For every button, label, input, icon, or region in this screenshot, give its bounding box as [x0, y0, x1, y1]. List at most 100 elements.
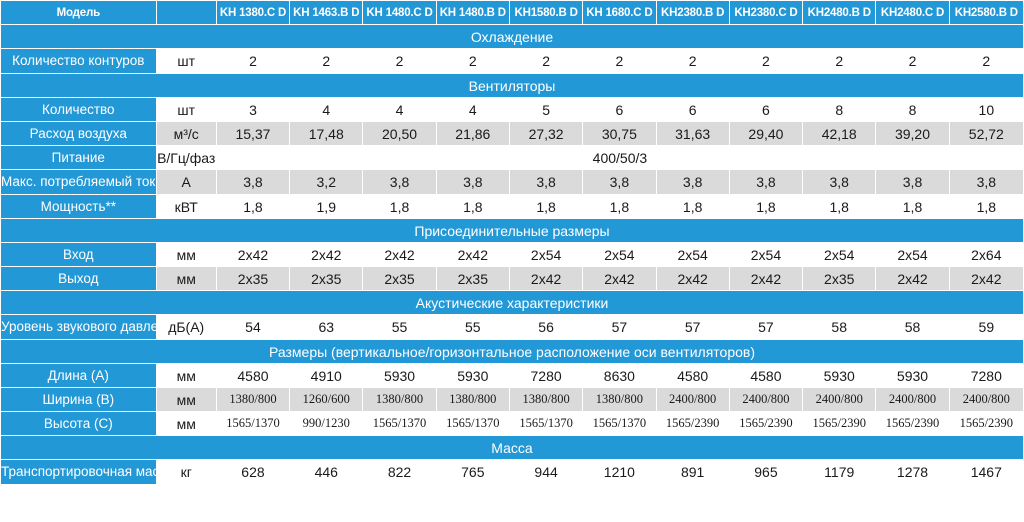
row-value: 2400/800	[655, 387, 730, 412]
row-value: 1565/1370	[582, 411, 657, 436]
row-value: 2x35	[802, 266, 877, 291]
row-label: Выход	[0, 266, 157, 291]
row-value: 446	[289, 459, 364, 485]
row-unit: шт	[155, 48, 217, 74]
row-value: 2x54	[582, 242, 657, 267]
row-value: 52,72	[948, 121, 1024, 146]
row-value: 1380/800	[508, 387, 584, 412]
row-value: 2x54	[802, 242, 877, 267]
row-value: 27,32	[508, 121, 584, 146]
row-value: 1565/2390	[802, 411, 877, 436]
row-value: 55	[435, 314, 510, 340]
row-value: 10	[948, 97, 1024, 122]
row-value: 4910	[289, 363, 364, 388]
row-value: 822	[362, 459, 437, 485]
row-value: 4580	[215, 363, 291, 388]
section-title: Присоединительные размеры	[0, 218, 1024, 243]
table-row: Выход мм 2x35 2x35 2x35 2x35 2x42 2x42 2x42 2x42 2…	[0, 266, 1024, 291]
row-value: 2	[802, 48, 877, 74]
section-row: Охлаждение	[0, 24, 1024, 49]
row-value: 3,8	[362, 169, 437, 195]
section-row: Присоединительные размеры	[0, 218, 1024, 243]
row-value: 42,18	[802, 121, 877, 146]
row-label: Транспортировочная масса	[0, 459, 157, 485]
model-header: KH2380.C D	[728, 0, 804, 25]
model-header: KH2480.C D	[875, 0, 950, 25]
section-title: Охлаждение	[0, 24, 1024, 49]
row-value: 57	[582, 314, 657, 340]
table-row: Ширина (В) мм 1380/800 1260/600 1380/800 1380…	[0, 387, 1024, 412]
row-value: 2	[655, 48, 730, 74]
row-value: 2x42	[362, 242, 437, 267]
row-value: 1,9	[289, 194, 364, 219]
model-header: KH 1463.B D	[289, 0, 364, 25]
model-header: KH1580.B D	[508, 0, 584, 25]
row-value: 3,8	[215, 169, 291, 195]
row-value: 2	[508, 48, 584, 74]
table-row: Расход воздуха м³/с 15,37 17,48 20,50 21,86 27…	[0, 121, 1024, 146]
row-value: 2x54	[728, 242, 804, 267]
section-title: Масса	[0, 435, 1024, 460]
row-value: 1,8	[362, 194, 437, 219]
row-value: 4580	[728, 363, 804, 388]
row-value: 1260/600	[289, 387, 364, 412]
row-value: 55	[362, 314, 437, 340]
table-row: Высота (С) мм 1565/1370 990/1230 1565/1370 15…	[0, 411, 1024, 436]
row-value: 2	[435, 48, 510, 74]
row-value: 21,86	[435, 121, 510, 146]
row-value: 3,8	[875, 169, 950, 195]
row-value: 7280	[948, 363, 1024, 388]
row-value: 57	[655, 314, 730, 340]
row-value: 2	[362, 48, 437, 74]
model-header: KH 1480.B D	[435, 0, 510, 25]
row-value: 1,8	[802, 194, 877, 219]
section-title: Размеры (вертикальное/горизонтальное рас…	[0, 339, 1024, 364]
model-header: KH 1680.C D	[582, 0, 657, 25]
row-value: 29,40	[728, 121, 804, 146]
row-unit: А	[155, 169, 217, 195]
row-value: 765	[435, 459, 510, 485]
row-value: 31,63	[655, 121, 730, 146]
row-value: 8	[802, 97, 877, 122]
row-unit: мм	[155, 266, 217, 291]
table-row: Количество контуров шт 2 2 2 2 2 2 2 2 2 2 2	[0, 48, 1024, 74]
row-value: 2x42	[508, 266, 584, 291]
row-value: 1467	[948, 459, 1024, 485]
table-row: Вход мм 2x42 2x42 2x42 2x42 2x54 2x54 2x54 2x54 2x…	[0, 242, 1024, 267]
row-value: 17,48	[289, 121, 364, 146]
model-header: KH2580.B D	[948, 0, 1024, 25]
row-value: 39,20	[875, 121, 950, 146]
row-value: 2x42	[215, 242, 291, 267]
row-unit: В/Гц/фаз	[155, 145, 217, 170]
model-header: KH2480.B D	[802, 0, 877, 25]
row-value: 2x35	[289, 266, 364, 291]
row-label: Длина (А)	[0, 363, 157, 388]
table-row: Макс. потребляемый ток ** А 3,8 3,2 3,8 3,8 3,…	[0, 169, 1024, 195]
row-value: 8630	[582, 363, 657, 388]
row-value: 2x35	[215, 266, 291, 291]
row-value: 1565/1370	[215, 411, 291, 436]
row-value: 2x42	[728, 266, 804, 291]
row-value: 2x42	[655, 266, 730, 291]
row-value: 1380/800	[582, 387, 657, 412]
row-value: 1,8	[582, 194, 657, 219]
row-value: 3,2	[289, 169, 364, 195]
section-row: Масса	[0, 435, 1024, 460]
row-value: 3,8	[655, 169, 730, 195]
row-value: 1,8	[875, 194, 950, 219]
row-value: 6	[582, 97, 657, 122]
table-row: Уровень звукового давления*дБ(А)54635555…	[0, 314, 1024, 340]
row-unit: мм	[155, 242, 217, 267]
row-value: 5930	[802, 363, 877, 388]
row-value: 4	[435, 97, 510, 122]
row-value: 2x54	[655, 242, 730, 267]
row-value: 59	[948, 314, 1024, 340]
row-value: 1380/800	[435, 387, 510, 412]
row-label: Уровень звукового давления*	[0, 314, 157, 340]
table-row: Транспортировочная массакг62844682276594…	[0, 459, 1024, 485]
table-row: Мощность** кВТ 1,8 1,9 1,8 1,8 1,8 1,8 1,8 1,8 1,8…	[0, 194, 1024, 219]
row-value: 3,8	[948, 169, 1024, 195]
row-value: 3,8	[435, 169, 510, 195]
row-unit: кВТ	[155, 194, 217, 219]
row-value: 2x42	[435, 242, 510, 267]
